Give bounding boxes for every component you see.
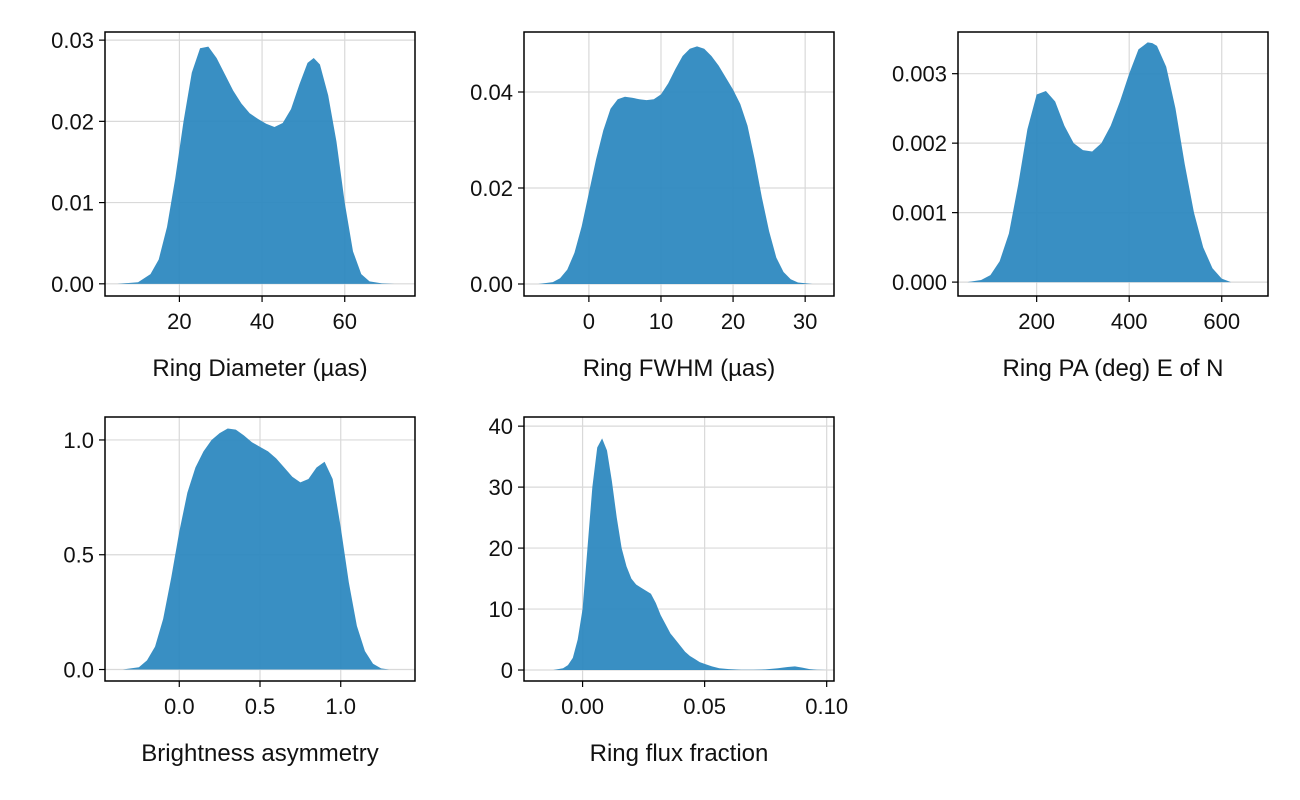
panel-ring-pa: 200 400 600 0.000 0.001 0.002 0.003 Ring PA (d… [892,31,1269,382]
x-tick-label: 600 [1203,309,1240,334]
panel-ring-diameter: 20 40 60 0.00 0.01 0.02 0.03 Ring Diameter (µa… [51,28,416,382]
y-tick-label: 0.03 [51,28,94,53]
y-tick-label: 0.000 [892,270,947,295]
y-tick-label: 0.02 [470,176,513,201]
plot-frame [523,31,835,297]
y-tick-label: 0 [501,658,513,683]
tick-marks: 200 400 600 0.000 0.001 0.002 0.003 [892,62,1240,334]
y-tick-label: 0.01 [51,191,94,216]
x-tick-label: 0.00 [561,694,604,719]
tick-marks: 20 40 60 0.00 0.01 0.02 0.03 [51,28,357,334]
x-tick-label: 10 [649,309,673,334]
tick-marks: 0.00 0.05 0.10 0 10 20 30 40 [489,414,849,719]
density-area [117,46,407,284]
gridlines [524,417,834,681]
panel-ring-flux-fraction: 0.00 0.05 0.10 0 10 20 30 40 Ring flux fraction [489,414,849,767]
plot-frame [523,416,835,682]
y-tick-label: 0.02 [51,109,94,134]
x-tick-label: 0.10 [805,694,848,719]
plot-frame [957,31,1269,297]
x-tick-label: 0.05 [683,694,726,719]
density-area [553,438,827,671]
x-tick-label: 20 [721,309,745,334]
y-tick-label: 0.04 [470,80,513,105]
x-tick-label: 1.0 [325,694,356,719]
tick-marks: 0 10 20 30 0.00 0.02 0.04 [470,80,817,334]
x-axis-label: Ring PA (deg) E of N [1003,355,1224,382]
x-tick-label: 0 [583,309,595,334]
x-tick-label: 60 [332,309,356,334]
panel-ring-fwhm: 0 10 20 30 0.00 0.02 0.04 Ring FWHM (µas) [470,31,835,382]
y-tick-label: 30 [489,475,513,500]
x-axis-label: Brightness asymmetry [141,740,378,767]
x-tick-label: 0.0 [164,694,195,719]
density-area [967,42,1264,283]
y-tick-label: 0.002 [892,131,947,156]
density-area [538,46,827,285]
density-area [122,428,406,670]
x-tick-label: 400 [1111,309,1148,334]
x-tick-label: 30 [793,309,817,334]
x-tick-label: 20 [167,309,191,334]
y-tick-label: 0.5 [63,543,94,568]
y-tick-label: 0.00 [51,272,94,297]
y-tick-label: 0.00 [470,272,513,297]
y-tick-label: 40 [489,414,513,439]
x-tick-label: 40 [250,309,274,334]
y-tick-label: 20 [489,536,513,561]
tick-marks: 0.0 0.5 1.0 0.0 0.5 1.0 [63,428,356,719]
plot-frame [104,31,416,297]
x-tick-label: 200 [1018,309,1055,334]
x-axis-label: Ring flux fraction [590,740,769,767]
y-tick-label: 1.0 [63,428,94,453]
x-axis-label: Ring Diameter (µas) [152,355,367,382]
y-tick-label: 10 [489,597,513,622]
y-tick-label: 0.001 [892,201,947,226]
x-tick-label: 0.5 [245,694,276,719]
panel-brightness-asymmetry: 0.0 0.5 1.0 0.0 0.5 1.0 Brightness asymmetry [63,416,416,767]
y-tick-label: 0.003 [892,62,947,87]
x-axis-label: Ring FWHM (µas) [583,355,776,382]
y-tick-label: 0.0 [63,658,94,683]
